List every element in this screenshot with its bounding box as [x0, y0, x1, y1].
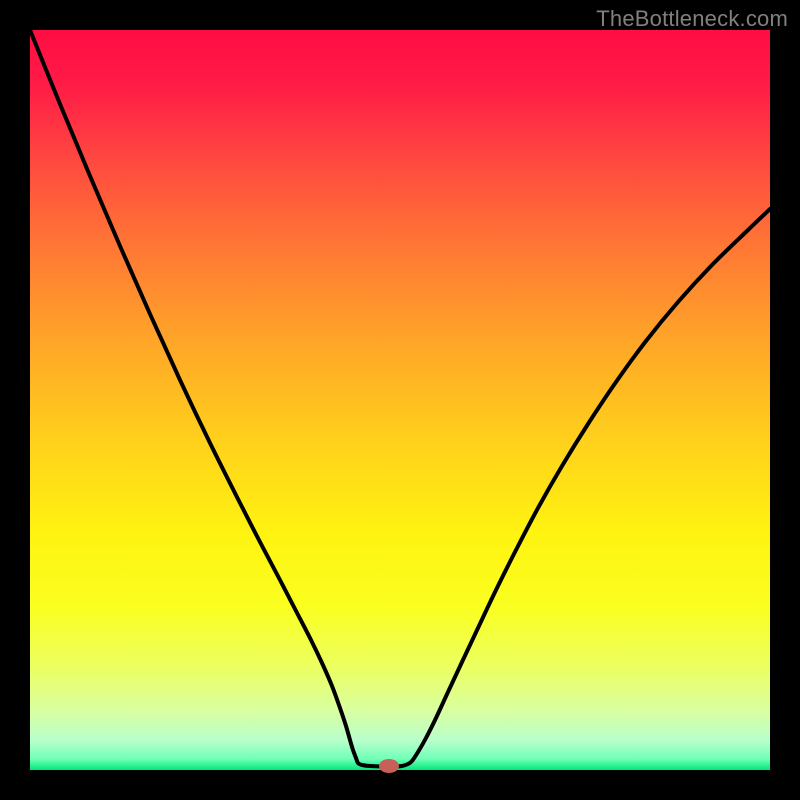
optimal-point-marker: [379, 759, 399, 773]
watermark-text: TheBottleneck.com: [596, 6, 788, 32]
bottleneck-curve: [30, 30, 770, 767]
plot-area: [30, 30, 770, 770]
curve-layer: [30, 30, 770, 770]
